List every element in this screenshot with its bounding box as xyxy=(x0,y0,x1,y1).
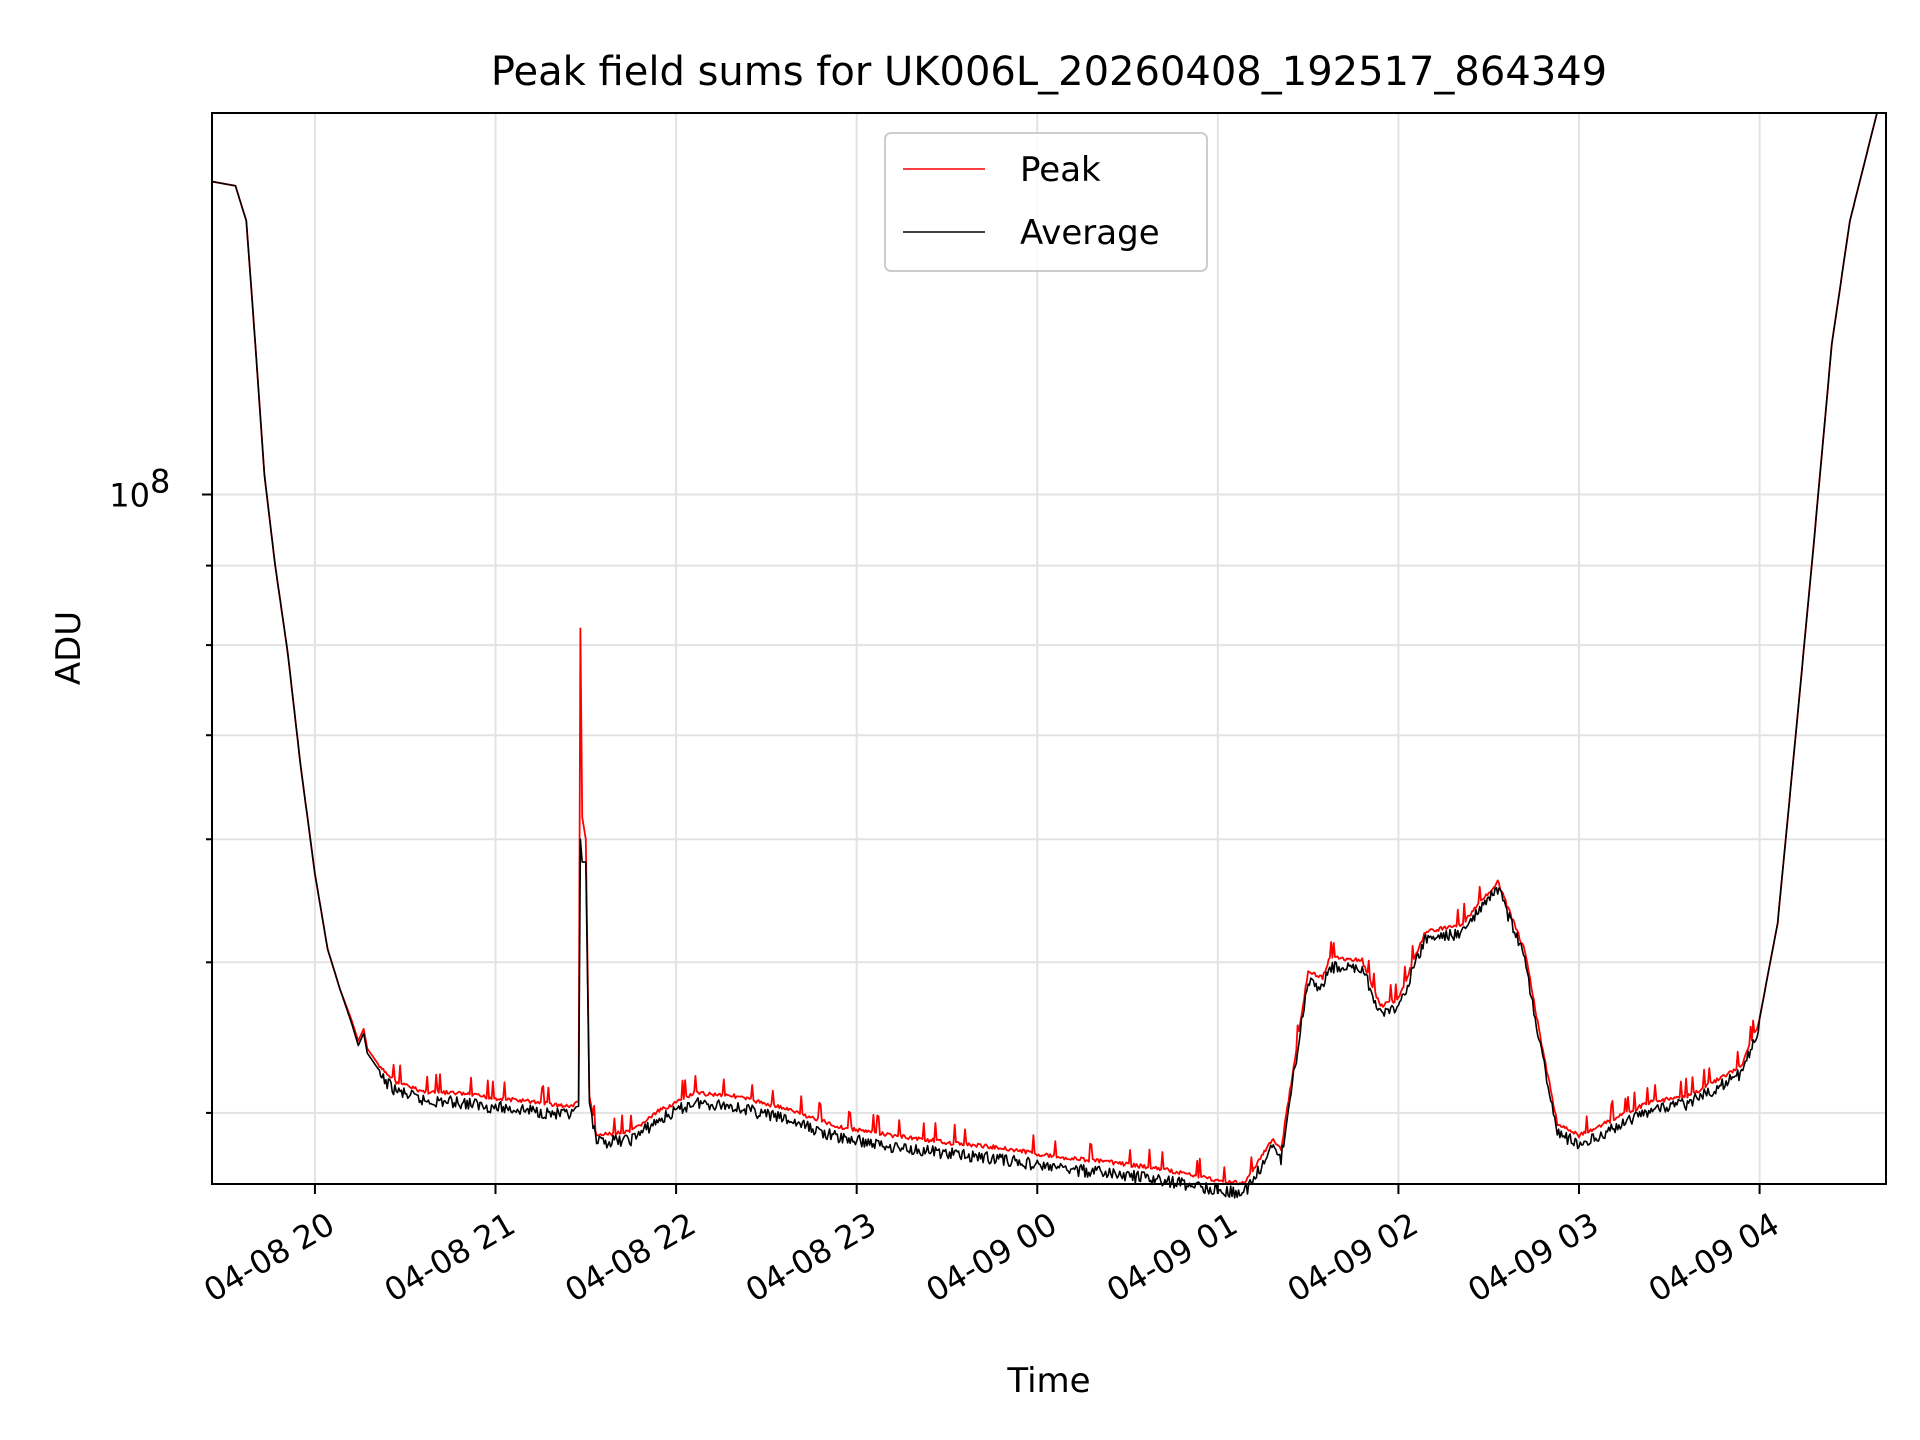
legend: Peak Average xyxy=(884,132,1208,272)
y-tick-label: 10 xyxy=(109,477,150,515)
series-line-peak xyxy=(211,112,1878,1186)
chart-title: Peak field sums for UK006L_20260408_1925… xyxy=(491,49,1607,95)
legend-box xyxy=(884,132,1208,272)
series-layer xyxy=(211,112,1878,1199)
legend-label-average: Average xyxy=(1020,213,1160,253)
y-axis-label: ADU xyxy=(49,611,89,685)
plot-frame xyxy=(211,112,1887,1185)
y-tick-exponent: 8 xyxy=(150,463,170,501)
legend-label-peak: Peak xyxy=(1020,150,1101,190)
grid xyxy=(212,113,1886,1184)
series-line-average xyxy=(211,112,1878,1199)
x-axis-label: Time xyxy=(1006,1361,1090,1401)
